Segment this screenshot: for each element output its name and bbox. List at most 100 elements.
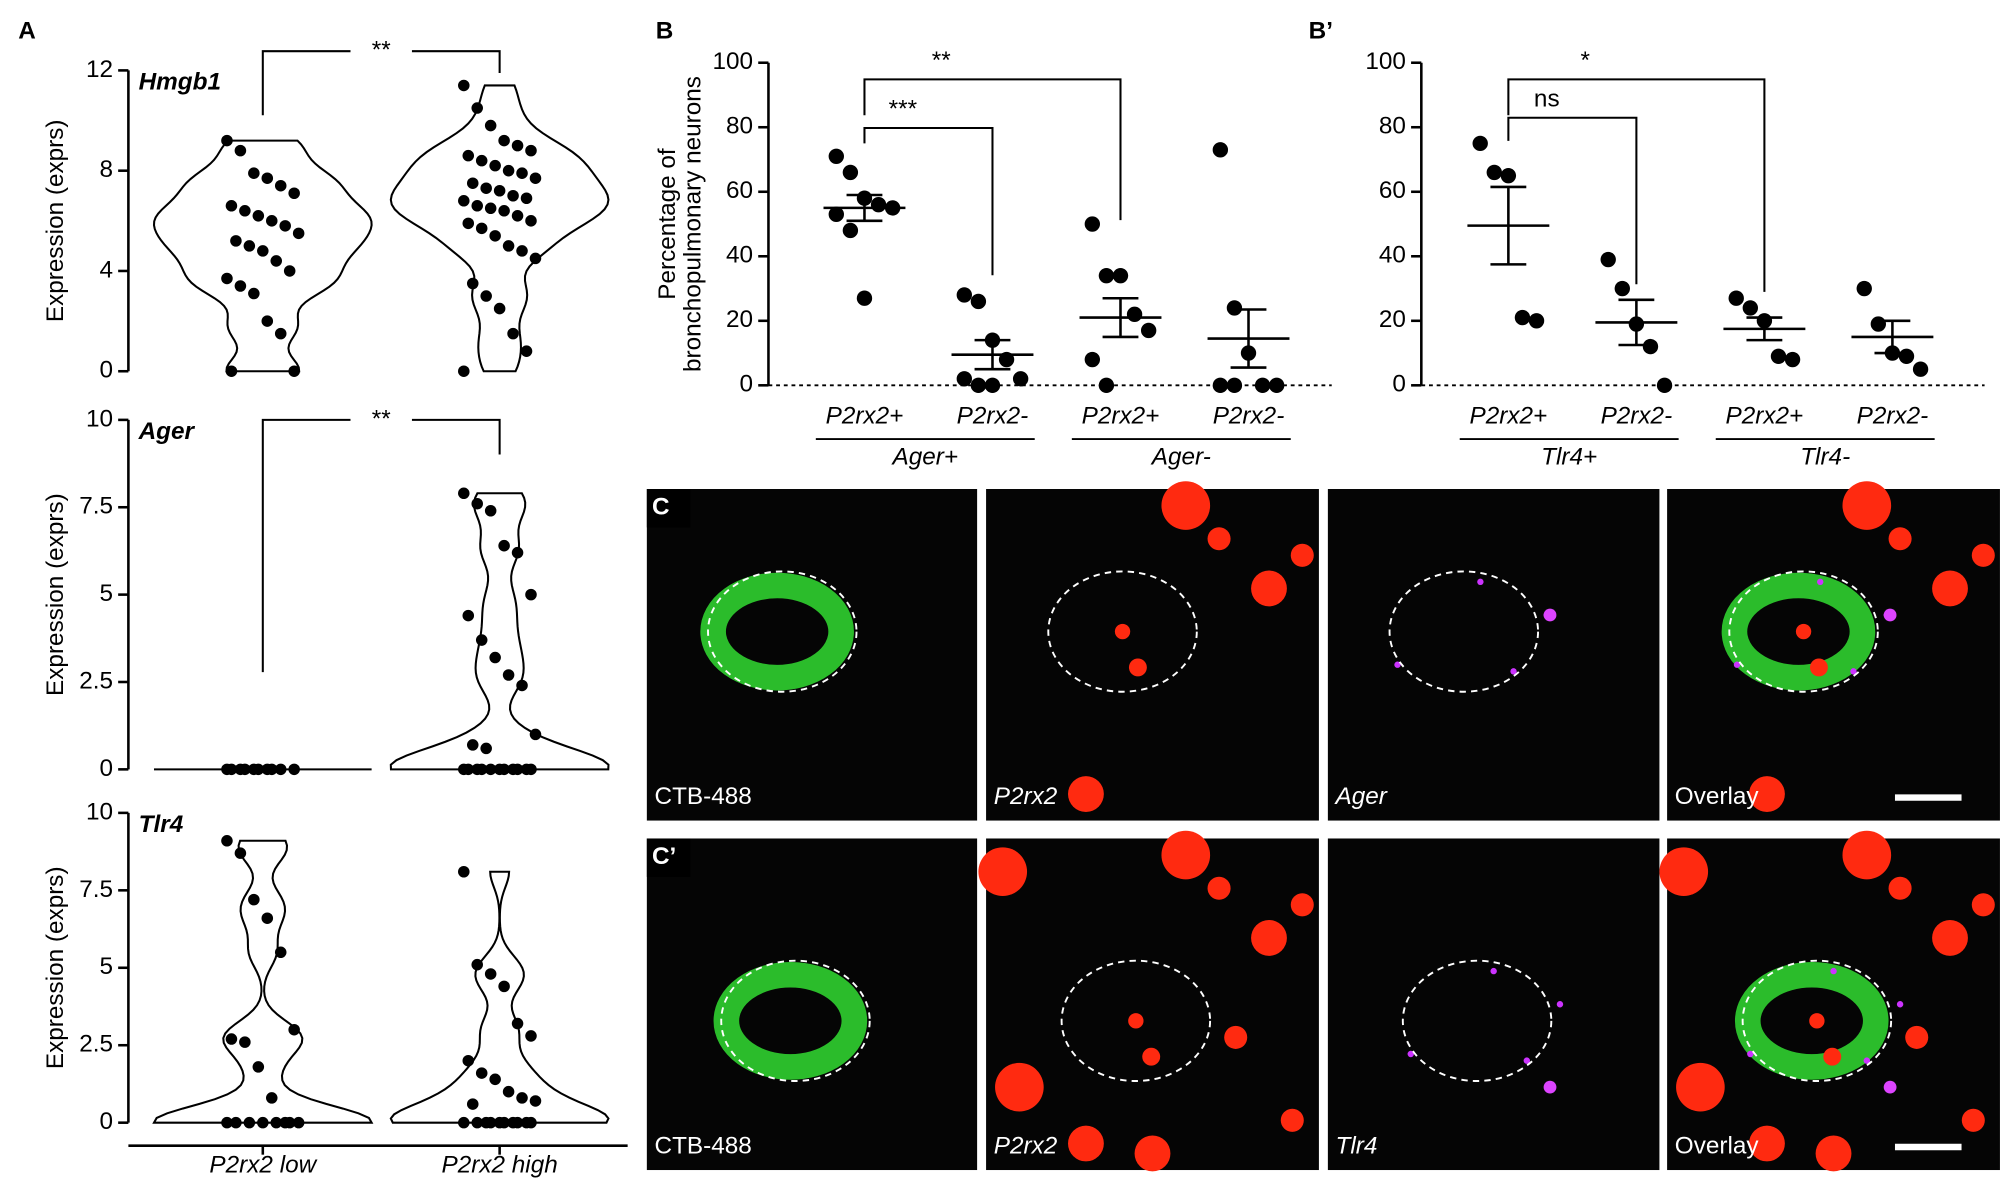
- data-point: [471, 958, 483, 971]
- channel-label: Ager: [1334, 783, 1388, 810]
- data-point: [462, 217, 475, 230]
- data-point: [225, 365, 238, 377]
- data-point: [1212, 377, 1229, 393]
- data-point: [511, 139, 524, 152]
- panel-label: C’: [652, 843, 676, 870]
- channel-label: Overlay: [1675, 783, 1760, 810]
- data-point: [274, 946, 287, 959]
- data-point: [484, 504, 497, 517]
- data-point: [274, 179, 287, 192]
- data-point: [475, 222, 488, 235]
- cell-signal: [713, 961, 868, 1080]
- y-tick-label: 0: [99, 1108, 113, 1135]
- puncta: [1290, 543, 1314, 567]
- data-point: [525, 763, 537, 776]
- data-point: [248, 893, 260, 906]
- data-point: [1500, 167, 1517, 184]
- data-point: [462, 149, 475, 162]
- data-point: [498, 134, 510, 147]
- channel-label: CTB-488: [655, 1132, 752, 1159]
- y-tick-label: 20: [726, 306, 753, 333]
- x-tick-label: P2rx2+: [1470, 403, 1548, 430]
- puncta: [1224, 1025, 1248, 1049]
- panel-label: B’: [1309, 17, 1333, 44]
- cell-outline: [1388, 570, 1540, 693]
- y-tick-label: 100: [713, 48, 754, 75]
- data-point: [516, 679, 528, 692]
- data-point: [1268, 377, 1285, 393]
- data-point: [288, 1023, 300, 1036]
- data-point: [970, 377, 987, 393]
- data-point: [458, 487, 470, 500]
- data-point: [828, 148, 844, 164]
- micrograph: [1667, 489, 2000, 821]
- puncta: [1207, 876, 1231, 900]
- y-tick-label: 2.5: [79, 667, 113, 694]
- group-label: Tlr4+: [1541, 444, 1597, 471]
- x-tick-label: P2rx2-: [957, 403, 1029, 430]
- chart-title: Tlr4: [139, 811, 184, 838]
- y-axis-label: Expression (exprs): [42, 493, 69, 696]
- data-point: [252, 210, 265, 222]
- y-tick-label: 8: [99, 156, 113, 183]
- data-point: [1486, 164, 1502, 181]
- cell-outline: [1728, 570, 1879, 693]
- data-point: [1642, 338, 1659, 355]
- data-point: [525, 144, 537, 157]
- data-point: [221, 134, 233, 147]
- data-point: [266, 763, 278, 776]
- puncta: [1815, 1135, 1852, 1172]
- puncta: [1749, 1125, 1785, 1162]
- label-bg: [646, 838, 691, 877]
- puncta: [1842, 830, 1892, 880]
- data-point: [498, 539, 510, 552]
- y-tick-label: 40: [726, 242, 753, 269]
- data-point: [498, 763, 510, 776]
- data-point: [221, 272, 233, 285]
- group-label: Ager-: [1150, 444, 1211, 471]
- data-point: [1140, 322, 1157, 339]
- puncta: [1749, 776, 1785, 812]
- data-point: [462, 609, 475, 622]
- cell-outline: [1047, 570, 1198, 693]
- data-point: [484, 968, 497, 980]
- puncta: [1830, 967, 1837, 975]
- data-point: [458, 1116, 470, 1129]
- data-point: [516, 1092, 528, 1104]
- puncta: [1971, 543, 1995, 567]
- label-bg: [646, 489, 691, 528]
- data-point: [466, 277, 479, 290]
- data-point: [502, 669, 515, 681]
- significance-label: *: [1580, 47, 1590, 74]
- x-tick-label: P2rx2+: [1726, 403, 1804, 430]
- data-point: [484, 119, 497, 132]
- data-point: [520, 345, 533, 357]
- data-point: [1226, 300, 1243, 316]
- y-tick-label: 5: [99, 953, 113, 980]
- puncta: [1407, 1050, 1414, 1058]
- data-point: [493, 302, 506, 315]
- data-point: [520, 192, 533, 205]
- data-point: [225, 1033, 238, 1045]
- y-tick-label: 20: [1379, 306, 1406, 333]
- puncta: [1883, 608, 1897, 622]
- x-tick-label: P2rx2+: [826, 403, 904, 430]
- puncta: [1280, 1108, 1304, 1132]
- data-point: [252, 763, 265, 776]
- data-point: [1112, 267, 1129, 284]
- data-point: [475, 763, 488, 776]
- y-axis-label: Expression (exprs): [42, 866, 69, 1069]
- puncta: [1888, 876, 1912, 900]
- data-point: [261, 912, 274, 924]
- puncta: [1394, 661, 1401, 668]
- data-point: [502, 240, 515, 252]
- data-point: [1898, 348, 1915, 364]
- data-point: [248, 167, 260, 179]
- puncta: [1659, 847, 1709, 896]
- data-point: [870, 196, 887, 213]
- y-tick-label: 10: [86, 405, 113, 432]
- y-axis-label: Expression (exprs): [42, 119, 69, 322]
- group-label: Ager+: [890, 444, 958, 471]
- puncta: [1676, 1062, 1725, 1112]
